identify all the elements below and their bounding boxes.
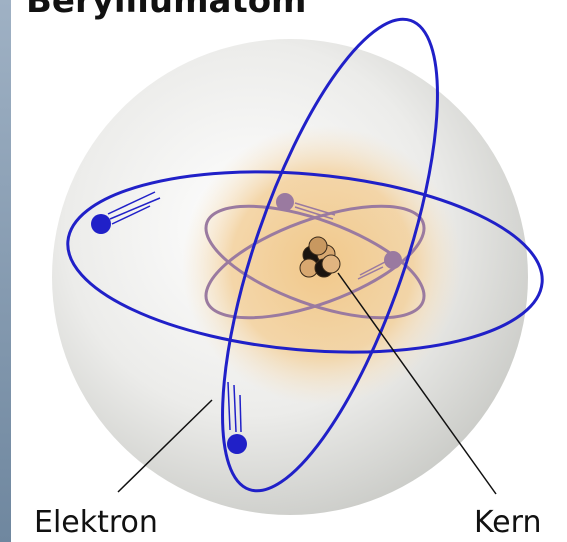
nucleus-label: Kern	[474, 505, 541, 540]
title: Berylliumatom	[26, 0, 306, 21]
page: Berylliumatom Elektron Kern (() => { con…	[0, 0, 567, 542]
inner-electron	[384, 251, 402, 269]
outer-electron	[91, 214, 111, 234]
atom-diagram: Berylliumatom Elektron Kern	[0, 0, 567, 542]
electron-label: Elektron	[34, 505, 158, 540]
inner-electron	[276, 193, 294, 211]
outer-electron	[227, 434, 247, 454]
side-strip	[0, 0, 11, 542]
